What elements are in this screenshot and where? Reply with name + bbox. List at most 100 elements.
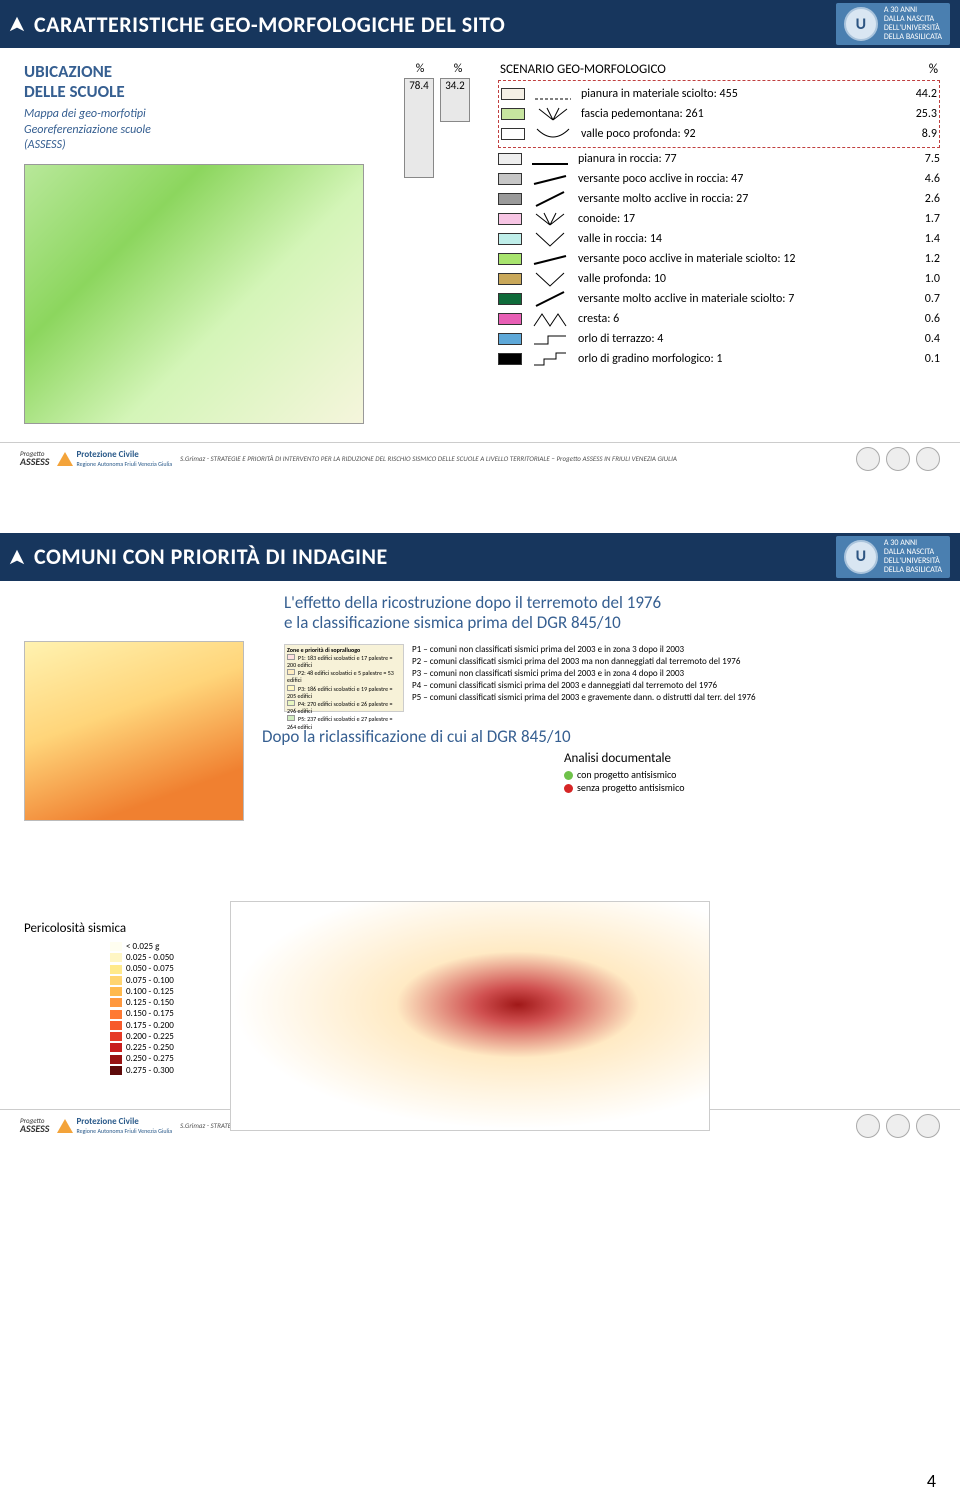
morphology-glyph-icon [533, 85, 573, 103]
morphology-glyph-icon [530, 290, 570, 308]
hazard-label: 0.050 - 0.075 [126, 963, 174, 974]
right-column: % % 78.4 34.2 SCENARIO GEO-MORFOLOGICO %… [404, 62, 940, 424]
morphology-glyph-icon [530, 250, 570, 268]
color-chip [501, 128, 525, 140]
scenario-row: versante molto acclive in materiale scio… [498, 290, 940, 308]
analisi-legend-row: senza progetto antisismico [564, 781, 936, 794]
badge-line4: DELLA BASILICATA [884, 566, 942, 575]
pct-sym-3: % [929, 62, 938, 77]
university-seal-icon: U [844, 7, 878, 41]
footer-seals [856, 447, 940, 471]
slide2-title: COMUNI CON PRIORITÀ DI INDAGINE [34, 543, 388, 570]
color-chip [498, 173, 522, 185]
color-chip [498, 153, 522, 165]
scenario-row: versante molto acclive in roccia: 27 2.6 [498, 190, 940, 208]
title-bar-1: CARATTERISTICHE GEO-MORFOLOGICHE DEL SIT… [0, 0, 960, 48]
color-chip [498, 273, 522, 285]
scenario-pct: 7.5 [904, 152, 940, 166]
hazard-legend-row: 0.175 - 0.200 [110, 1020, 174, 1031]
slide-2: COMUNI CON PRIORITÀ DI INDAGINE U A 30 A… [0, 533, 960, 1153]
morphology-glyph-icon [530, 170, 570, 188]
hazard-legend-row: 0.275 - 0.300 [110, 1065, 174, 1076]
dot-icon [564, 784, 573, 793]
morphology-glyph-icon [530, 230, 570, 248]
hazard-label: 0.100 - 0.125 [126, 986, 174, 997]
scenario-label: versante poco acclive in materiale sciol… [578, 252, 896, 266]
scenario-row: valle profonda: 10 1.0 [498, 270, 940, 288]
analisi-legend-row: con progetto antisismico [564, 768, 936, 781]
morphology-glyph-icon [533, 125, 573, 143]
scenario-label: versante molto acclive in roccia: 27 [578, 192, 896, 206]
anniversary-badge: U A 30 ANNI DALLA NASCITA DELL'UNIVERSIT… [836, 536, 950, 579]
assess-logo: Progetto ASSESS [20, 450, 49, 467]
scenario-pct: 2.6 [904, 192, 940, 206]
vbar1-val: 78.4 [409, 79, 429, 92]
scenario-block: SCENARIO GEO-MORFOLOGICO % pianura in ma… [498, 62, 940, 370]
badge-line4: DELLA BASILICATA [884, 33, 942, 42]
sub1: Mappa dei geo-morfotipi [24, 107, 384, 123]
scenario-label: cresta: 6 [578, 312, 896, 326]
scenario-row: versante poco acclive in roccia: 474.6 [498, 170, 940, 188]
left-column: UBICAZIONE DELLE SCUOLE Mappa dei geo-mo… [24, 62, 384, 424]
scenario-row: fascia pedemontana: 26125.3 [501, 105, 937, 123]
scenario-row: cresta: 6 0.6 [498, 310, 940, 328]
scenario-pct: 1.2 [904, 252, 940, 266]
badge-text: A 30 ANNI DALLA NASCITA DELL'UNIVERSITÀ … [884, 6, 942, 43]
dot-icon [564, 771, 573, 780]
scenario-label: valle poco profonda: 92 [581, 127, 893, 141]
sub2: Georeferenziazione scuole [24, 123, 384, 139]
scenario-pct: 0.4 [904, 332, 940, 346]
arrow-icon [8, 548, 26, 566]
slide1-title: CARATTERISTICHE GEO-MORFOLOGICHE DEL SIT… [34, 11, 505, 38]
analisi-legend-label: con progetto antisismico [577, 768, 676, 781]
scenario-row: orlo di terrazzo: 4 0.4 [498, 330, 940, 348]
morphology-glyph-icon [533, 105, 573, 123]
scenario-label: pianura in roccia: 77 [578, 152, 896, 166]
protezione-civile-logo: Protezione Civile Regione Autonoma Friul… [57, 1116, 172, 1135]
hazard-label: 0.275 - 0.300 [126, 1065, 174, 1076]
hazard-label: 0.225 - 0.250 [126, 1042, 174, 1053]
pc-name: Protezione Civile [76, 1116, 172, 1127]
scenario-pct: 0.7 [904, 292, 940, 306]
analisi-legend: con progetto antisismicosenza progetto a… [564, 768, 936, 794]
hazard-label: 0.175 - 0.200 [126, 1020, 174, 1031]
scenario-row: conoide: 171.7 [498, 210, 940, 228]
scenario-label: orlo di gradino morfologico: 1 [578, 352, 896, 366]
hazard-chip [110, 1021, 122, 1030]
title-bar-2: COMUNI CON PRIORITÀ DI INDAGINE U A 30 A… [0, 533, 960, 581]
priority-legend-thumb: Zone e priorità di sopralluogoP1: 183 ed… [284, 644, 404, 712]
geomorphotype-map [24, 164, 364, 424]
hazard-chip [110, 976, 122, 985]
scenario-pct: 0.6 [904, 312, 940, 326]
morphology-glyph-icon [530, 190, 570, 208]
hazard-chip [110, 998, 122, 1007]
hazard-label: 0.025 - 0.050 [126, 952, 174, 963]
hazard-chip [110, 1043, 122, 1052]
page-number: 4 [927, 1470, 936, 1492]
hazard-chip [110, 953, 122, 962]
scenario-pct: 25.3 [901, 107, 937, 121]
pct-sym-2: % [442, 62, 474, 76]
ubicazione-title-1: UBICAZIONE [24, 62, 384, 82]
hazard-label: 0.250 - 0.275 [126, 1053, 174, 1064]
dopo-heading: Dopo la riclassificazione di cui al DGR … [262, 726, 936, 747]
morphology-glyph-icon [530, 330, 570, 348]
vbar2-val: 34.2 [445, 79, 465, 92]
title-bar-left: CARATTERISTICHE GEO-MORFOLOGICHE DEL SIT… [8, 11, 505, 38]
legend-thumb-row: P3: 186 edifici scolastici e 19 palestre… [287, 685, 401, 700]
hazard-legend-row: 0.100 - 0.125 [110, 986, 174, 997]
slide-1: CARATTERISTICHE GEO-MORFOLOGICHE DEL SIT… [0, 0, 960, 473]
protezione-civile-logo: Protezione Civile Regione Autonoma Friul… [57, 449, 172, 468]
hazard-chip [110, 965, 122, 974]
morphology-glyph-icon [530, 310, 570, 328]
pct-sym-1: % [404, 62, 436, 76]
seal-icon [886, 447, 910, 471]
scenario-pct: 0.1 [904, 352, 940, 366]
university from-icon: U [844, 540, 878, 574]
scenario-label: orlo di terrazzo: 4 [578, 332, 896, 346]
color-chip [498, 293, 522, 305]
hazard-chip [110, 987, 122, 996]
pc-region: Regione Autonoma Friuli Venezia Giulia [76, 1127, 172, 1135]
scenario-label: valle profonda: 10 [578, 272, 896, 286]
scenario-pct: 1.0 [904, 272, 940, 286]
